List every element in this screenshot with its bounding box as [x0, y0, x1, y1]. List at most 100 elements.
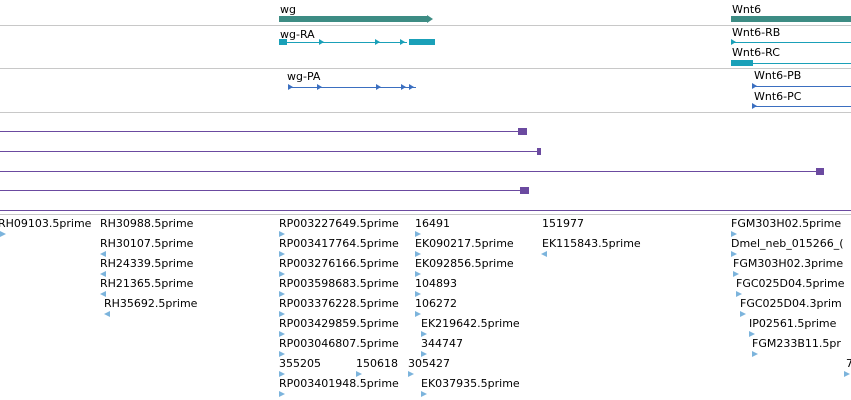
alignment-line[interactable]: [0, 210, 851, 211]
exon-block: [731, 60, 753, 66]
est-arrow-icon: [541, 251, 547, 257]
est-arrow-icon: [415, 291, 421, 297]
gene-bar-wnt6[interactable]: [731, 16, 851, 22]
est-label[interactable]: FGC025D04.3prim: [740, 297, 842, 310]
intron-line: [287, 42, 407, 43]
est-label[interactable]: EK092856.5prime: [415, 257, 514, 270]
track-separator: [0, 214, 851, 215]
transcript-label-wnt6-rb[interactable]: Wnt6-RB: [732, 26, 781, 39]
est-label[interactable]: EK090217.5prime: [415, 237, 514, 250]
est-arrow-icon: [415, 311, 421, 317]
alignment-track: [0, 113, 851, 213]
est-label[interactable]: RH21365.5prime: [100, 277, 194, 290]
est-arrow-icon: [279, 271, 285, 277]
gene-label-wg[interactable]: wg: [280, 3, 296, 16]
alignment-line[interactable]: [0, 190, 522, 191]
est-label[interactable]: RH30107.5prime: [100, 237, 194, 250]
est-label[interactable]: RP003429859.5prime: [279, 317, 399, 330]
est-label[interactable]: 355205: [279, 357, 321, 370]
est-label[interactable]: FGM233B11.5pr: [752, 337, 841, 350]
est-arrow-icon: [749, 331, 755, 337]
transcript-label-wnt6-rc[interactable]: Wnt6-RC: [732, 46, 780, 59]
est-label[interactable]: FGM303H02.3prime: [733, 257, 844, 270]
est-label[interactable]: RH09103.5prime: [0, 217, 92, 230]
est-label[interactable]: IP02561.5prime: [749, 317, 837, 330]
est-label[interactable]: EK115843.5prime: [542, 237, 641, 250]
gene-strand-arrow-icon: [427, 15, 433, 23]
est-arrow-icon: [736, 291, 742, 297]
alignment-end[interactable]: [518, 128, 527, 135]
exon-arrow-icon: [376, 84, 381, 90]
est-label[interactable]: RH24339.5prime: [100, 257, 194, 270]
est-label[interactable]: RP003376228.5prime: [279, 297, 399, 310]
alignment-line[interactable]: [0, 131, 520, 132]
est-arrow-icon: [740, 311, 746, 317]
protein-label-wnt6-pb[interactable]: Wnt6-PB: [754, 69, 802, 82]
est-label[interactable]: RP003598683.5prime: [279, 277, 399, 290]
est-arrow-icon: [731, 231, 737, 237]
alignment-line[interactable]: [0, 151, 538, 152]
exon-arrow-icon: [317, 84, 322, 90]
transcript-track: wg-RA Wnt6-RB Wnt6-RC: [0, 26, 851, 68]
est-arrow-icon: [408, 371, 414, 377]
est-arrow-icon: [356, 371, 362, 377]
intron-line: [733, 42, 851, 43]
est-label[interactable]: EK219642.5prime: [421, 317, 520, 330]
alignment-line[interactable]: [0, 171, 818, 172]
est-arrow-icon: [100, 271, 106, 277]
est-label[interactable]: 151977: [542, 217, 584, 230]
est-label[interactable]: 7: [846, 357, 851, 370]
est-arrow-icon: [733, 271, 739, 277]
est-arrow-icon: [844, 371, 850, 377]
est-arrow-icon: [421, 351, 427, 357]
exon-arrow-icon: [752, 103, 757, 109]
track-separator: [0, 112, 851, 113]
exon-arrow-icon: [752, 83, 757, 89]
gene-bar-wg[interactable]: [279, 16, 427, 22]
est-arrow-icon: [752, 351, 758, 357]
protein-track: wg-PA Wnt6-PB Wnt6-PC: [0, 69, 851, 112]
est-label[interactable]: 150618: [356, 357, 398, 370]
est-label[interactable]: 106272: [415, 297, 457, 310]
est-label[interactable]: 104893: [415, 277, 457, 290]
exon-arrow-icon: [401, 84, 406, 90]
est-label[interactable]: RP003401948.5prime: [279, 377, 399, 390]
est-arrow-icon: [100, 291, 106, 297]
est-label[interactable]: RH30988.5prime: [100, 217, 194, 230]
est-label[interactable]: RP003417764.5prime: [279, 237, 399, 250]
est-label[interactable]: Dmel_neb_015266_(: [731, 237, 844, 250]
exon-block: [279, 39, 287, 45]
est-arrow-icon: [421, 331, 427, 337]
est-label[interactable]: RP003276166.5prime: [279, 257, 399, 270]
transcript-label-wg-ra[interactable]: wg-RA: [280, 28, 315, 41]
exon-arrow-icon: [375, 39, 380, 45]
est-label[interactable]: EK037935.5prime: [421, 377, 520, 390]
protein-line: [754, 106, 851, 107]
est-label[interactable]: 305427: [408, 357, 450, 370]
est-arrow-icon: [415, 271, 421, 277]
protein-line: [754, 86, 851, 87]
protein-line: [288, 87, 416, 88]
gene-label-wnt6[interactable]: Wnt6: [732, 3, 762, 16]
track-separator: [0, 25, 851, 26]
intron-line: [753, 63, 851, 64]
track-separator: [0, 68, 851, 69]
protein-label-wg-pa[interactable]: wg-PA: [287, 70, 321, 83]
est-label[interactable]: RP003046807.5prime: [279, 337, 399, 350]
exon-arrow-icon: [731, 39, 736, 45]
est-label[interactable]: FGC025D04.5prime: [736, 277, 845, 290]
alignment-end[interactable]: [816, 168, 824, 175]
est-label[interactable]: RP003227649.5prime: [279, 217, 399, 230]
exon-arrow-icon: [288, 84, 293, 90]
est-label[interactable]: FGM303H02.5prime: [731, 217, 842, 230]
est-arrow-icon: [0, 231, 6, 237]
est-label[interactable]: 344747: [421, 337, 463, 350]
est-label[interactable]: 16491: [415, 217, 450, 230]
est-label[interactable]: RH35692.5prime: [104, 297, 198, 310]
alignment-end[interactable]: [537, 148, 541, 155]
est-arrow-icon: [279, 311, 285, 317]
protein-label-wnt6-pc[interactable]: Wnt6-PC: [754, 90, 802, 103]
alignment-end[interactable]: [520, 187, 529, 194]
est-arrow-icon: [104, 311, 110, 317]
est-arrow-icon: [279, 291, 285, 297]
